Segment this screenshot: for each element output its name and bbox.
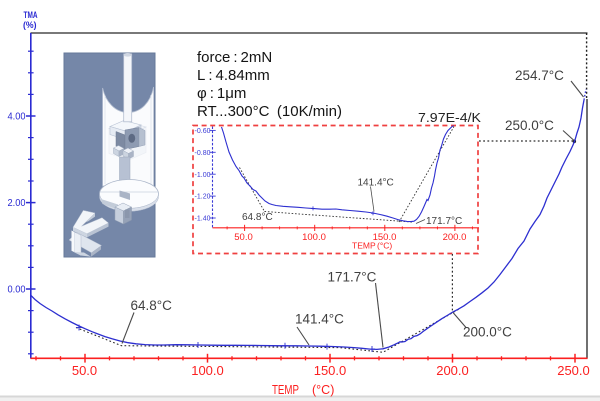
svg-text:TEMP: TEMP [272,383,299,397]
svg-text:150.0: 150.0 [373,232,397,243]
svg-text:(°C): (°C) [377,241,392,251]
svg-text:TMA: TMA [24,10,38,21]
svg-text:254.7°C: 254.7°C [515,68,564,83]
svg-text:-1.40: -1.40 [195,216,211,223]
svg-text:-0.80: -0.80 [195,150,211,157]
svg-text:0.00: 0.00 [8,285,26,296]
svg-text:100.0: 100.0 [191,363,224,378]
svg-text:L : 4.84mm: L : 4.84mm [197,67,270,84]
svg-text:250.0°C: 250.0°C [505,118,554,133]
svg-text:150.0: 150.0 [314,363,347,378]
svg-text:-0.60: -0.60 [195,128,211,135]
svg-text:2.00: 2.00 [8,198,26,209]
svg-text:200.0: 200.0 [443,232,467,243]
svg-text:(%): (%) [23,20,37,31]
svg-text:50.0: 50.0 [234,232,253,243]
svg-text:250.0: 250.0 [557,363,590,378]
svg-text:TEMP: TEMP [352,241,376,251]
svg-text:200.0°C: 200.0°C [463,325,512,340]
svg-text:-1.00: -1.00 [195,172,211,179]
svg-text:force : 2mN: force : 2mN [197,49,272,66]
svg-text:4.00: 4.00 [8,112,26,123]
svg-text:200.0: 200.0 [436,363,469,378]
svg-text:141.4°C: 141.4°C [295,312,344,327]
svg-text:64.8°C: 64.8°C [242,212,273,223]
svg-text:50.0: 50.0 [72,363,97,378]
svg-text:171.7°C: 171.7°C [426,216,462,227]
svg-text:7.97E-4/K: 7.97E-4/K [418,110,481,125]
svg-text:-1.20: -1.20 [195,194,211,201]
svg-text:64.8°C: 64.8°C [131,298,173,313]
svg-text:φ : 1μm: φ : 1μm [197,85,246,102]
svg-text:141.4°C: 141.4°C [358,178,394,189]
svg-text:RT...300°C (10K/min): RT...300°C (10K/min) [197,103,342,120]
svg-text:(°C): (°C) [312,383,334,397]
svg-text:171.7°C: 171.7°C [328,270,377,285]
svg-text:100.0: 100.0 [302,232,326,243]
